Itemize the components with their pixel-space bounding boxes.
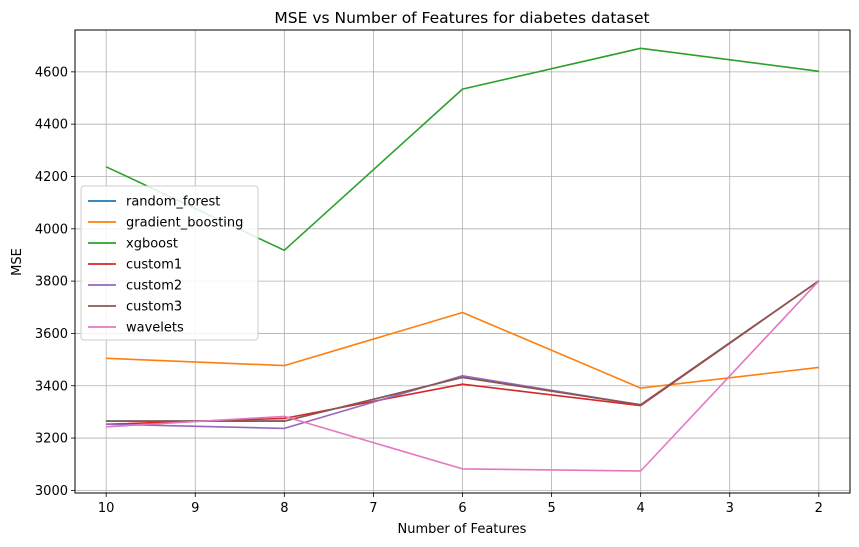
series-line-wavelets xyxy=(106,280,820,472)
y-axis: 3000 3200 3400 3600 3800 4000 4200 4400 4600 xyxy=(35,65,75,499)
legend-label: custom3 xyxy=(126,300,182,315)
y-tick-label: 3400 xyxy=(35,379,68,394)
x-axis-title: Number of Features xyxy=(398,522,527,537)
x-tick-label: 4 xyxy=(637,501,645,516)
x-tick-label: 7 xyxy=(369,501,377,516)
y-axis-title: MSE xyxy=(10,248,25,276)
chart-title: MSE vs Number of Features for diabetes d… xyxy=(274,9,649,27)
x-tick-label: 2 xyxy=(815,501,823,516)
y-tick-label: 4600 xyxy=(35,65,68,80)
y-tick-label: 3000 xyxy=(35,484,68,499)
legend-label: custom2 xyxy=(126,279,182,294)
legend-label: xgboost xyxy=(126,237,178,252)
legend-label: custom1 xyxy=(126,258,182,273)
legend-label: gradient_boosting xyxy=(126,216,243,231)
x-tick-label: 10 xyxy=(98,501,115,516)
legend-label: wavelets xyxy=(126,321,184,336)
legend-box xyxy=(80,185,259,341)
y-tick-label: 3200 xyxy=(35,432,68,447)
x-tick-label: 6 xyxy=(458,501,466,516)
x-tick-label: 3 xyxy=(726,501,734,516)
y-tick-label: 4400 xyxy=(35,118,68,133)
y-tick-label: 4200 xyxy=(35,170,68,185)
y-tick-label: 4000 xyxy=(35,222,68,237)
x-tick-label: 8 xyxy=(280,501,288,516)
series-line-custom3 xyxy=(106,280,820,422)
x-tick-label: 9 xyxy=(191,501,199,516)
series-line-gradient-boosting xyxy=(106,311,819,389)
grid xyxy=(75,30,850,493)
x-axis: 10 9 8 7 6 5 4 3 2 xyxy=(98,493,823,516)
x-tick-label: 5 xyxy=(547,501,555,516)
y-tick-label: 3800 xyxy=(35,275,68,290)
y-tick-label: 3600 xyxy=(35,327,68,342)
legend-label: random_forest xyxy=(126,195,220,210)
